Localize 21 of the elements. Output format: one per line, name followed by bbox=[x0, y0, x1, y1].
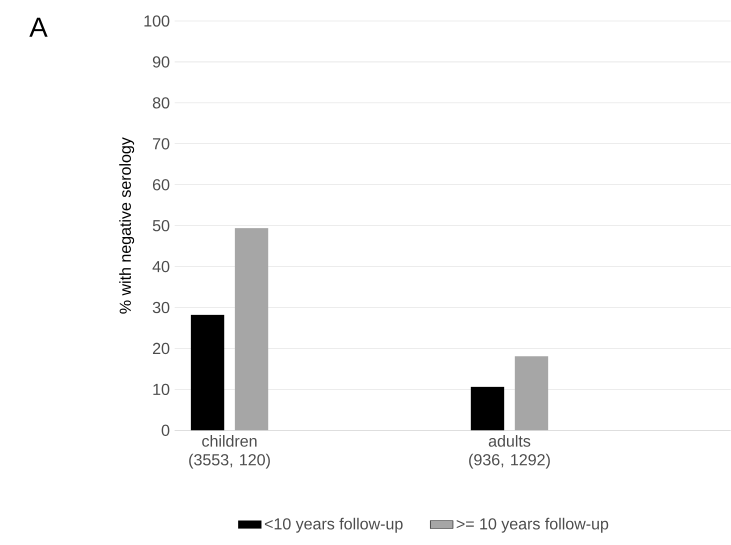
x-tick-label: children (3553, 120) bbox=[189, 435, 270, 469]
y-tick-label: 70 bbox=[152, 138, 170, 150]
chart-title: A bbox=[29, 18, 48, 37]
bar bbox=[234, 228, 268, 430]
y-tick-label: 10 bbox=[153, 384, 170, 396]
y-tick-label: 100 bbox=[144, 15, 170, 27]
legend-label: >= 10 years follow-up bbox=[456, 518, 608, 533]
y-tick-label: 60 bbox=[152, 179, 170, 190]
y-tick-label: 0 bbox=[162, 424, 170, 436]
bar bbox=[190, 314, 224, 430]
y-tick-label: 90 bbox=[152, 56, 170, 68]
y-tick-label: 50 bbox=[152, 220, 170, 232]
y-tick-label: 30 bbox=[152, 302, 170, 314]
y-tick-label: 40 bbox=[152, 260, 170, 272]
y-tick-label: 80 bbox=[152, 97, 170, 109]
y-axis-title: % with negative serology bbox=[119, 137, 134, 314]
legend-label: <10 years follow-up bbox=[264, 518, 403, 533]
bar bbox=[470, 386, 504, 430]
x-tick-label: adults (936, 1292) bbox=[469, 435, 550, 469]
bar bbox=[514, 356, 548, 430]
y-tick-label: 20 bbox=[152, 342, 170, 354]
